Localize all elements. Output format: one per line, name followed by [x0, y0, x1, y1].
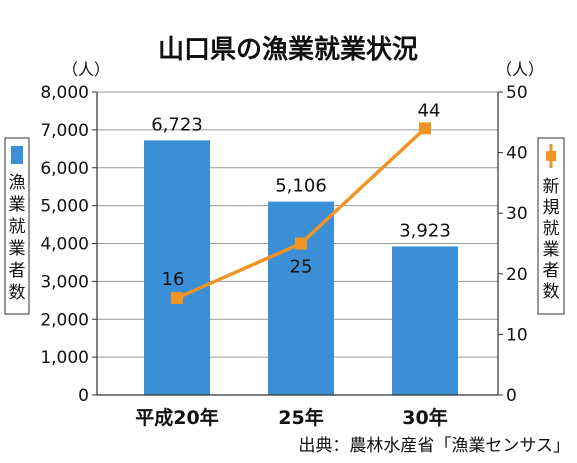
right-tick-label: 50 [506, 83, 528, 103]
left-legend-char: 業 [9, 239, 26, 259]
right-axis-unit: （人） [496, 60, 544, 79]
chart-title: 山口県の漁業就業状況 [158, 35, 418, 65]
line-value-label: 25 [290, 257, 313, 278]
left-legend-box [4, 137, 30, 315]
source-note: 出典：農林水産省「漁業センサス」 [298, 436, 570, 456]
line-value-label: 16 [162, 269, 185, 290]
left-tick-label: 0 [78, 386, 89, 406]
bar-value-label: 6,723 [151, 114, 203, 135]
x-category-label: 平成20年 [135, 406, 218, 429]
left-tick-label: 2,000 [40, 310, 89, 330]
x-category-label: 25年 [278, 406, 323, 429]
bar [144, 140, 210, 395]
x-category-label: 30年 [402, 406, 447, 429]
right-tick-label: 20 [506, 265, 528, 285]
right-legend-marker [546, 151, 556, 161]
bar-value-label: 5,106 [275, 176, 327, 197]
left-tick-label: 6,000 [40, 159, 89, 179]
right-tick-label: 0 [506, 386, 517, 406]
bar [392, 246, 458, 395]
left-legend-char: 就 [9, 217, 26, 237]
bar-value-label: 3,923 [399, 220, 451, 241]
left-tick-label: 8,000 [40, 83, 89, 103]
line-point [171, 292, 183, 305]
left-legend-char: 業 [9, 195, 26, 215]
left-legend-char: 者 [9, 261, 26, 281]
left-tick-label: 5,000 [40, 197, 89, 217]
right-legend-char: 数 [543, 282, 560, 302]
left-axis-unit: （人） [62, 60, 110, 79]
left-tick-label: 3,000 [40, 272, 89, 292]
right-tick-label: 30 [506, 204, 528, 224]
right-legend-char: 業 [543, 240, 560, 260]
right-tick-label: 10 [506, 325, 528, 345]
line-value-label: 44 [418, 100, 441, 121]
line-point [419, 122, 431, 135]
left-tick-label: 4,000 [40, 235, 89, 255]
left-legend-swatch [11, 146, 23, 164]
right-legend-char: 者 [543, 261, 560, 281]
bar [268, 201, 334, 395]
right-legend-char: 規 [543, 198, 560, 218]
left-tick-label: 1,000 [40, 348, 89, 368]
right-legend-char: 新 [543, 177, 560, 197]
right-legend-char: 就 [543, 219, 560, 239]
line-point [295, 237, 307, 250]
left-legend-char: 数 [9, 283, 26, 303]
left-tick-label: 7,000 [40, 121, 89, 141]
right-tick-label: 40 [506, 144, 528, 164]
left-legend-char: 漁 [9, 173, 26, 193]
